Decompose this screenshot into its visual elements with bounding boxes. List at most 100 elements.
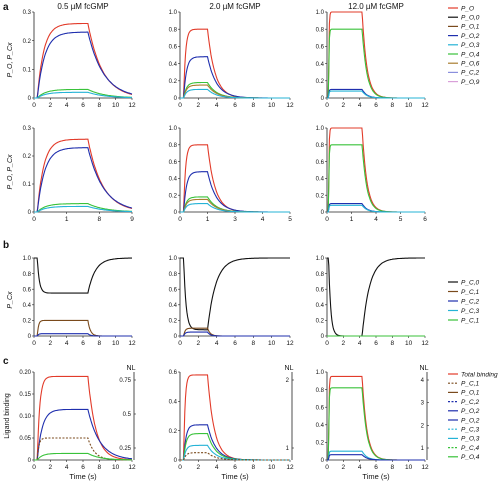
legend-label: P_O,3	[461, 436, 480, 443]
x-tick-label: 2	[49, 340, 53, 347]
y-tick-label: 0	[321, 210, 325, 216]
ylabel-a: P_O, P_Cx	[7, 42, 14, 78]
x-tick-label: 2	[197, 102, 201, 109]
series-line	[34, 257, 132, 294]
x-tick-label: 8	[98, 216, 102, 223]
legend-label: P_C,1	[461, 289, 479, 296]
y-tick-label: 0	[28, 458, 32, 464]
legend-label: P_C,1	[461, 381, 479, 388]
y-tick-label: 0	[28, 334, 32, 340]
x-tick-label: 0	[325, 340, 329, 347]
y-tick-label: 0.2	[23, 319, 32, 325]
x-tick-label: 12	[286, 464, 294, 471]
legend-label: Total binding	[461, 371, 498, 378]
y-tick-label: 0.4	[169, 62, 178, 68]
x-tick-label: 10	[112, 464, 120, 471]
series-line	[327, 387, 425, 461]
y-tick-label: 0.3	[23, 10, 32, 16]
x-tick-label: 0	[178, 216, 182, 223]
chart-a2-r2c2: 0 0.2 0.4 0.6 0.8 1.0 0 1 3 4 5	[169, 126, 293, 223]
x-tick-label: 0	[325, 464, 329, 471]
series-line	[34, 22, 133, 99]
nl-tick-label: 3	[421, 401, 425, 407]
y-tick-label: 0.2	[23, 154, 32, 160]
series-line	[180, 331, 290, 337]
x-tick-label: 4	[358, 340, 362, 347]
x-tick-label: 8	[98, 102, 102, 109]
x-tick-label: 12	[128, 340, 136, 347]
series-line	[180, 452, 290, 461]
x-tick-label: 10	[268, 464, 276, 471]
x-tick-label: 2	[49, 464, 53, 471]
panel-letter-c: c	[3, 356, 9, 367]
series-line	[34, 205, 132, 213]
column-title: 12.0 µM fcGMP	[348, 2, 404, 11]
legend-label: P_O,2	[461, 33, 480, 40]
legend-a: P_O P_O,0 P_O,1 P_O,2 P_O,3 P_O,4 P_O,6 P_C,2 P_…	[448, 5, 480, 86]
y-tick-label: 0.4	[169, 303, 178, 309]
y-tick-label: 0.8	[316, 272, 325, 278]
ylabel-a2: P_O, P_Cx	[7, 154, 14, 190]
y-tick-label: 0.8	[169, 272, 178, 278]
xlabel: Time (s)	[362, 472, 390, 481]
chart-b-c1: 0 0.2 0.4 0.6 0.8 1.0 0 2 4 6 8 10 12	[23, 256, 136, 347]
y-tick-label: 0.4	[316, 423, 325, 429]
series-line	[180, 374, 290, 461]
legend-label: P_O,4	[461, 454, 480, 461]
xlabel: Time (s)	[69, 472, 97, 481]
nl-tick-label: 1	[421, 446, 425, 452]
y-tick-label: 1.0	[316, 126, 325, 132]
x-tick-label: 12	[128, 464, 136, 471]
y-tick-label: 0	[174, 334, 178, 340]
x-tick-label: 1	[350, 216, 354, 223]
y-tick-label: 0	[321, 96, 325, 102]
series-line	[327, 90, 425, 99]
x-tick-label: 2	[342, 340, 346, 347]
chart-b-c3: 0 0.2 0.4 0.6 0.8 1.0 0 2 4 6 8 10 12	[316, 256, 429, 347]
x-tick-label: 6	[233, 464, 237, 471]
x-tick-label: 8	[391, 464, 395, 471]
x-tick-label: 2	[49, 102, 53, 109]
series-line	[327, 257, 425, 337]
x-tick-label: 4	[215, 464, 219, 471]
y-tick-label: 0.10	[19, 414, 31, 420]
series-line	[34, 333, 132, 337]
x-tick-label: 6	[374, 102, 378, 109]
series-line	[180, 257, 290, 331]
x-tick-label: 10	[405, 102, 413, 109]
x-tick-label: 12	[421, 102, 429, 109]
y-tick-label: 0.4	[316, 62, 325, 68]
x-tick-label: 6	[233, 340, 237, 347]
x-tick-label: 2	[342, 102, 346, 109]
x-tick-label: 0	[32, 102, 36, 109]
legend-label: P_O,3	[461, 42, 480, 49]
y-tick-label: 0	[174, 458, 178, 464]
series-line	[34, 203, 133, 213]
series-line	[327, 127, 425, 213]
x-tick-label: 10	[112, 340, 120, 347]
x-tick-label: 10	[405, 340, 413, 347]
y-tick-label: 0.6	[316, 405, 325, 411]
chart-b-c2: 0 0.2 0.4 0.6 0.8 1.0 0 2 4 6 8 10 12	[169, 256, 294, 347]
y-tick-label: 0.8	[316, 388, 325, 394]
x-tick-label: 2	[197, 464, 201, 471]
y-tick-label: 1.0	[169, 256, 178, 262]
legend-label: P_O,1	[461, 24, 480, 31]
series-line	[180, 433, 290, 461]
x-tick-label: 12	[128, 102, 136, 109]
y-tick-label: 0.2	[316, 193, 325, 199]
series-line	[180, 171, 290, 213]
legend-label: P_C,3	[461, 427, 479, 434]
series-line	[34, 88, 132, 99]
y-tick-label: 1.0	[169, 126, 178, 132]
series-line	[34, 452, 132, 461]
y-tick-label: 0	[174, 96, 178, 102]
y-tick-label: 0.6	[169, 45, 178, 51]
x-tick-label: 0	[325, 216, 329, 223]
y-tick-label: 0.8	[23, 272, 32, 278]
y-tick-label: 0.2	[169, 429, 178, 435]
legend-label: P_C,1	[461, 317, 479, 324]
series-line	[34, 375, 133, 461]
y-tick-label: 0.05	[19, 436, 31, 442]
